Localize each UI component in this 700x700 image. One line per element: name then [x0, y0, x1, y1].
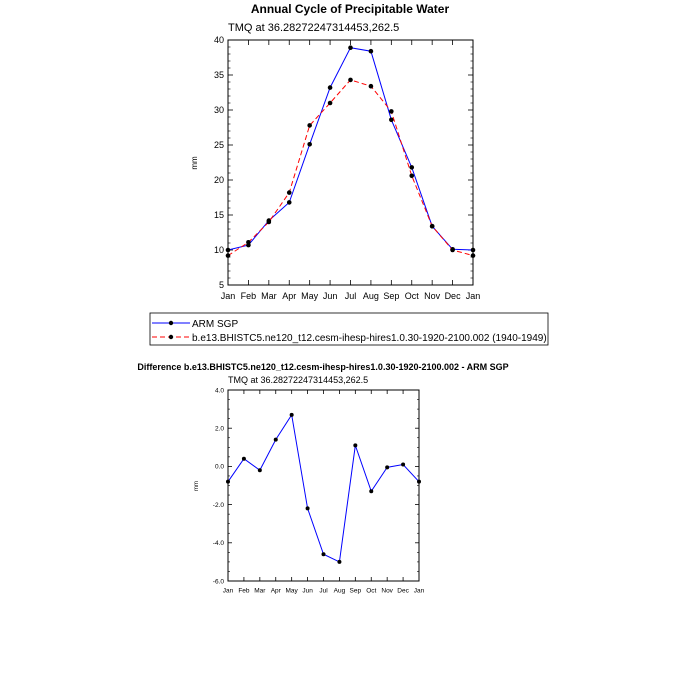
series-0-point: [225, 247, 231, 253]
series-1-point: [368, 83, 374, 89]
series-line-1: [227, 79, 474, 257]
legend-marker-arm-sgp: [168, 320, 174, 326]
legend-label-model: b.e13.BHISTC5.ne120_t12.cesm-ihesp-hires…: [192, 333, 547, 344]
series-0-point: [401, 462, 406, 467]
series-0-point: [305, 506, 310, 511]
legend-marker-model: [168, 334, 174, 340]
chart1-y-axis-label: mm: [190, 156, 199, 170]
series-0-point: [241, 456, 246, 461]
y-tick-label: 0.0: [215, 464, 224, 471]
y-tick-label: 15: [214, 210, 224, 220]
x-tick-label: Oct: [405, 291, 420, 301]
y-tick-label: 25: [214, 140, 224, 150]
chart2-title: Difference b.e13.BHISTC5.ne120_t12.cesm-…: [137, 362, 508, 372]
x-tick-label: Jan: [414, 588, 425, 595]
x-tick-label: Jan: [223, 588, 234, 595]
series-line-0: [227, 413, 420, 563]
x-tick-label: Feb: [241, 291, 257, 301]
chart2-series: [226, 412, 421, 564]
y-tick-label: -4.0: [213, 540, 225, 547]
series-1-point: [266, 219, 272, 225]
y-tick-label: 20: [214, 175, 224, 185]
series-1-point: [429, 223, 435, 229]
series-0-point: [389, 117, 394, 123]
chart1-y-axis: 5 10 15 20 25 30 35 40: [214, 35, 473, 290]
legend-label-arm-sgp: ARM SGP: [192, 319, 238, 330]
series-1-point: [450, 247, 455, 253]
x-tick-label: Jun: [302, 588, 313, 595]
series-1-point: [348, 77, 353, 83]
chart1-title: Annual Cycle of Precipitable Water: [251, 2, 450, 16]
x-tick-label: Dec: [445, 291, 462, 301]
x-tick-label: Aug: [334, 588, 346, 595]
legend-entry-model: b.e13.BHISTC5.ne120_t12.cesm-ihesp-hires…: [152, 333, 547, 344]
x-tick-label: Feb: [238, 588, 250, 595]
chart2-x-axis: Jan Feb Mar Apr May Jun Jul Aug Sep Oct Nov Dec Jan: [223, 390, 425, 595]
series-0-point: [257, 468, 262, 473]
series-0-point: [273, 437, 278, 442]
legend-box: [149, 312, 549, 346]
series-1-point: [409, 173, 415, 179]
y-tick-label: 35: [214, 70, 224, 80]
x-tick-label: Jul: [345, 291, 357, 301]
series-0-point: [286, 200, 292, 205]
x-tick-label: Jan: [221, 291, 236, 301]
x-tick-label: Nov: [381, 588, 393, 595]
series-0-point: [385, 465, 390, 470]
chart2-subtitle: TMQ at 36.28272247314453,262.5: [228, 375, 368, 385]
series-1-point: [327, 100, 333, 106]
y-tick-label: 2.0: [215, 425, 224, 432]
chart1-plot-frame: [227, 39, 474, 286]
series-0-point: [321, 552, 326, 557]
series-0-point: [226, 479, 230, 484]
chart1-series: [225, 45, 476, 258]
chart1-subtitle: TMQ at 36.28272247314453,262.5: [228, 22, 399, 34]
series-0-point: [348, 45, 353, 50]
chart2-y-axis: -6.0 -4.0 -2.0 0.0 2.0 4.0: [213, 387, 419, 585]
x-tick-label: Apr: [271, 588, 282, 595]
x-tick-label: Jan: [466, 291, 481, 301]
series-0-point: [369, 489, 374, 494]
x-tick-label: Nov: [424, 291, 441, 301]
x-tick-label: May: [301, 291, 319, 301]
series-0-point: [368, 48, 374, 54]
x-tick-label: Mar: [254, 588, 266, 595]
x-tick-label: Jul: [319, 588, 328, 595]
chart2-y-axis-label: mm: [194, 481, 200, 491]
series-1-point: [286, 190, 292, 195]
x-tick-label: Mar: [261, 291, 277, 301]
x-tick-label: Aug: [363, 291, 379, 301]
series-0-point: [307, 142, 312, 147]
y-tick-label: -2.0: [213, 502, 225, 509]
y-tick-label: 40: [214, 35, 224, 45]
series-1-point: [307, 123, 312, 128]
y-tick-label: 10: [214, 245, 224, 255]
y-tick-label: 30: [214, 105, 224, 115]
series-0-point: [417, 479, 421, 484]
y-tick-label: -6.0: [213, 578, 225, 585]
series-0-point: [337, 559, 342, 564]
series-1-point: [470, 253, 476, 258]
series-0-point: [470, 247, 476, 253]
series-1-point: [246, 240, 251, 245]
y-tick-label: 5: [219, 280, 224, 290]
y-tick-label: 4.0: [215, 387, 224, 394]
x-tick-label: Oct: [366, 588, 376, 595]
x-tick-label: Sep: [350, 588, 362, 595]
x-tick-label: Sep: [383, 291, 399, 301]
legend-entry-arm-sgp: ARM SGP: [152, 319, 238, 330]
chart1-x-axis: Jan Feb Mar Apr May Jun Jul Aug Sep Oct Nov Dec Jan: [221, 40, 481, 301]
series-1-point: [389, 109, 394, 114]
series-0-point: [353, 443, 358, 448]
series-0-point: [409, 165, 415, 170]
series-0-point: [289, 412, 294, 417]
series-1-point: [225, 253, 231, 258]
x-tick-label: Apr: [282, 291, 296, 301]
x-tick-label: Jun: [323, 291, 338, 301]
x-tick-label: Dec: [397, 588, 409, 595]
x-tick-label: May: [286, 588, 299, 595]
series-0-point: [327, 85, 333, 90]
